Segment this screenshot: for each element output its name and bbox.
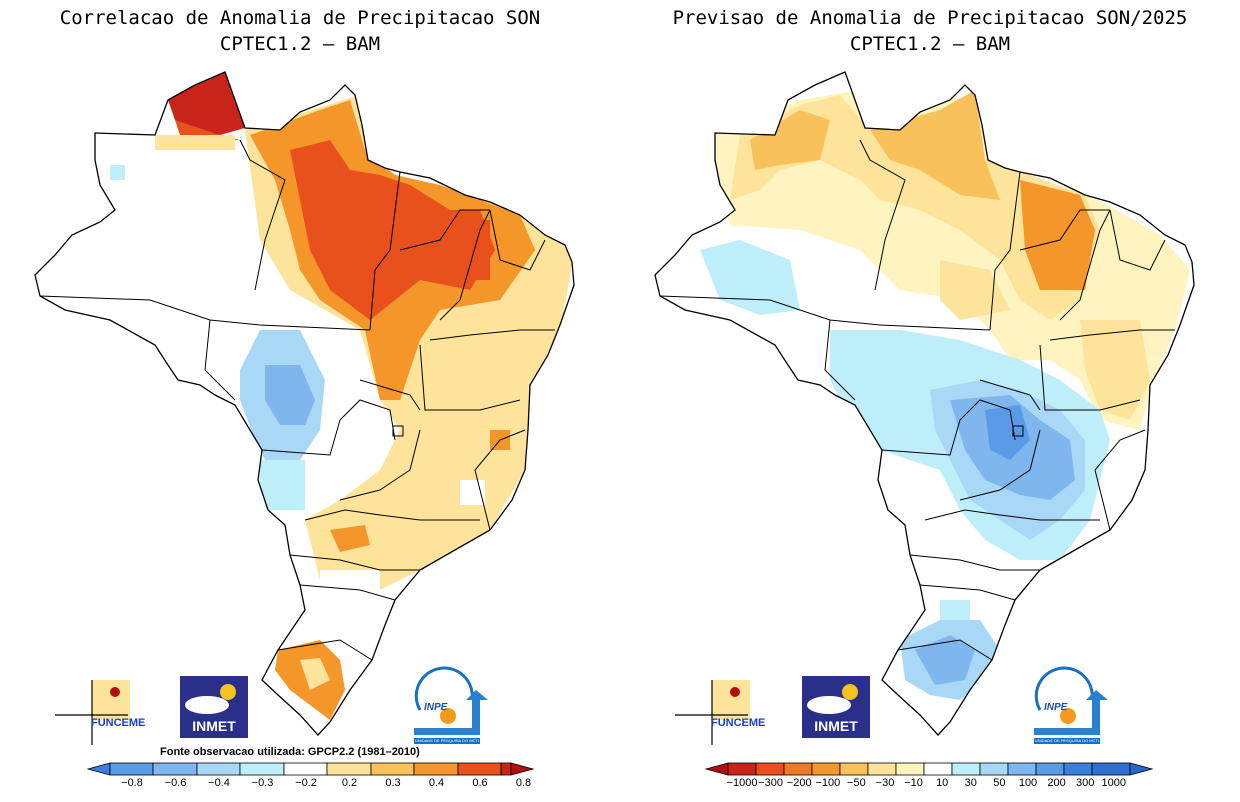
inpe-sub-right: UNIDADE DE PESQUISA DO MCTI [1034,738,1099,743]
funceme-label-left: FUNCEME [91,717,146,729]
right-colorbar-tick-label: −10 [904,777,923,789]
right-colorbar-tick-label: −30 [875,777,895,789]
right-colorbar-tick-label: −300 [758,777,783,789]
left-colorbar-tick-label: −0.4 [208,777,230,789]
right-map-fills [655,72,1194,735]
right-colorbar-tick-label: −50 [847,777,866,789]
left-colorbar-tick-label: −0.8 [121,777,143,789]
inmet-label-right: INMET [814,718,858,734]
left-colorbar-tick-label: 0.3 [385,777,401,789]
inpe-logo-right-graphic [1034,666,1108,744]
right-colorbar [704,762,1154,776]
inpe-label-right: INPE [1044,702,1068,713]
right-colorbar-tick-label: 30 [964,777,977,789]
left-state-borders [39,139,555,661]
right-colorbar-tick-label: 1000 [1101,777,1127,789]
left-brazil-outline [34,71,575,736]
left-colorbar-tick-label: 0.6 [472,777,488,789]
right-colorbar-tick-label: −100 [815,777,841,789]
funceme-label-right: FUNCEME [711,717,766,729]
inpe-logo-left-graphic [414,666,488,744]
inmet-logo-right-graphic [802,676,870,738]
right-colorbar-tick-label: −1000 [726,777,758,789]
inmet-logo-left-graphic [180,676,248,738]
right-colorbar-tick-label: 10 [936,777,949,789]
left-colorbar-tick-label: 0.4 [428,777,445,789]
left-colorbar-tick-label: 0.2 [341,777,358,789]
left-map-fills [35,72,574,735]
left-title-line2: CPTEC1.2 – BAM [219,33,381,55]
left-colorbar-tick-label: 0.8 [515,777,532,789]
right-colorbar-tick-label: 50 [993,777,1006,789]
source-note: Fonte observacao utilizada: GPCP2.2 (198… [160,746,420,758]
right-state-borders [659,139,1175,661]
funceme-logo-right-graphic [675,680,750,745]
inpe-label-left: INPE [424,702,448,713]
left-colorbar-tick-label: −0.2 [295,777,317,789]
right-title-line1: Previsao de Anomalia de Precipitacao SON… [672,7,1188,29]
right-colorbar-tick-label: 300 [1076,777,1095,789]
left-colorbar-tick-label: −0.6 [164,777,187,789]
right-brazil-outline [654,71,1195,736]
left-title-line1: Correlacao de Anomalia de Precipitacao S… [59,7,541,29]
inmet-label-left: INMET [192,718,236,734]
left-colorbar [86,762,535,776]
right-title-line2: CPTEC1.2 – BAM [849,33,1011,55]
right-colorbar-tick-label: 100 [1018,777,1038,789]
right-colorbar-tick-label: 200 [1047,777,1066,789]
inpe-sub-left: UNIDADE DE PESQUISA DO MCTI [414,738,479,743]
funceme-logo-left-graphic [55,680,130,745]
right-colorbar-tick-label: −200 [786,777,812,789]
left-colorbar-tick-label: −0.3 [251,777,274,789]
